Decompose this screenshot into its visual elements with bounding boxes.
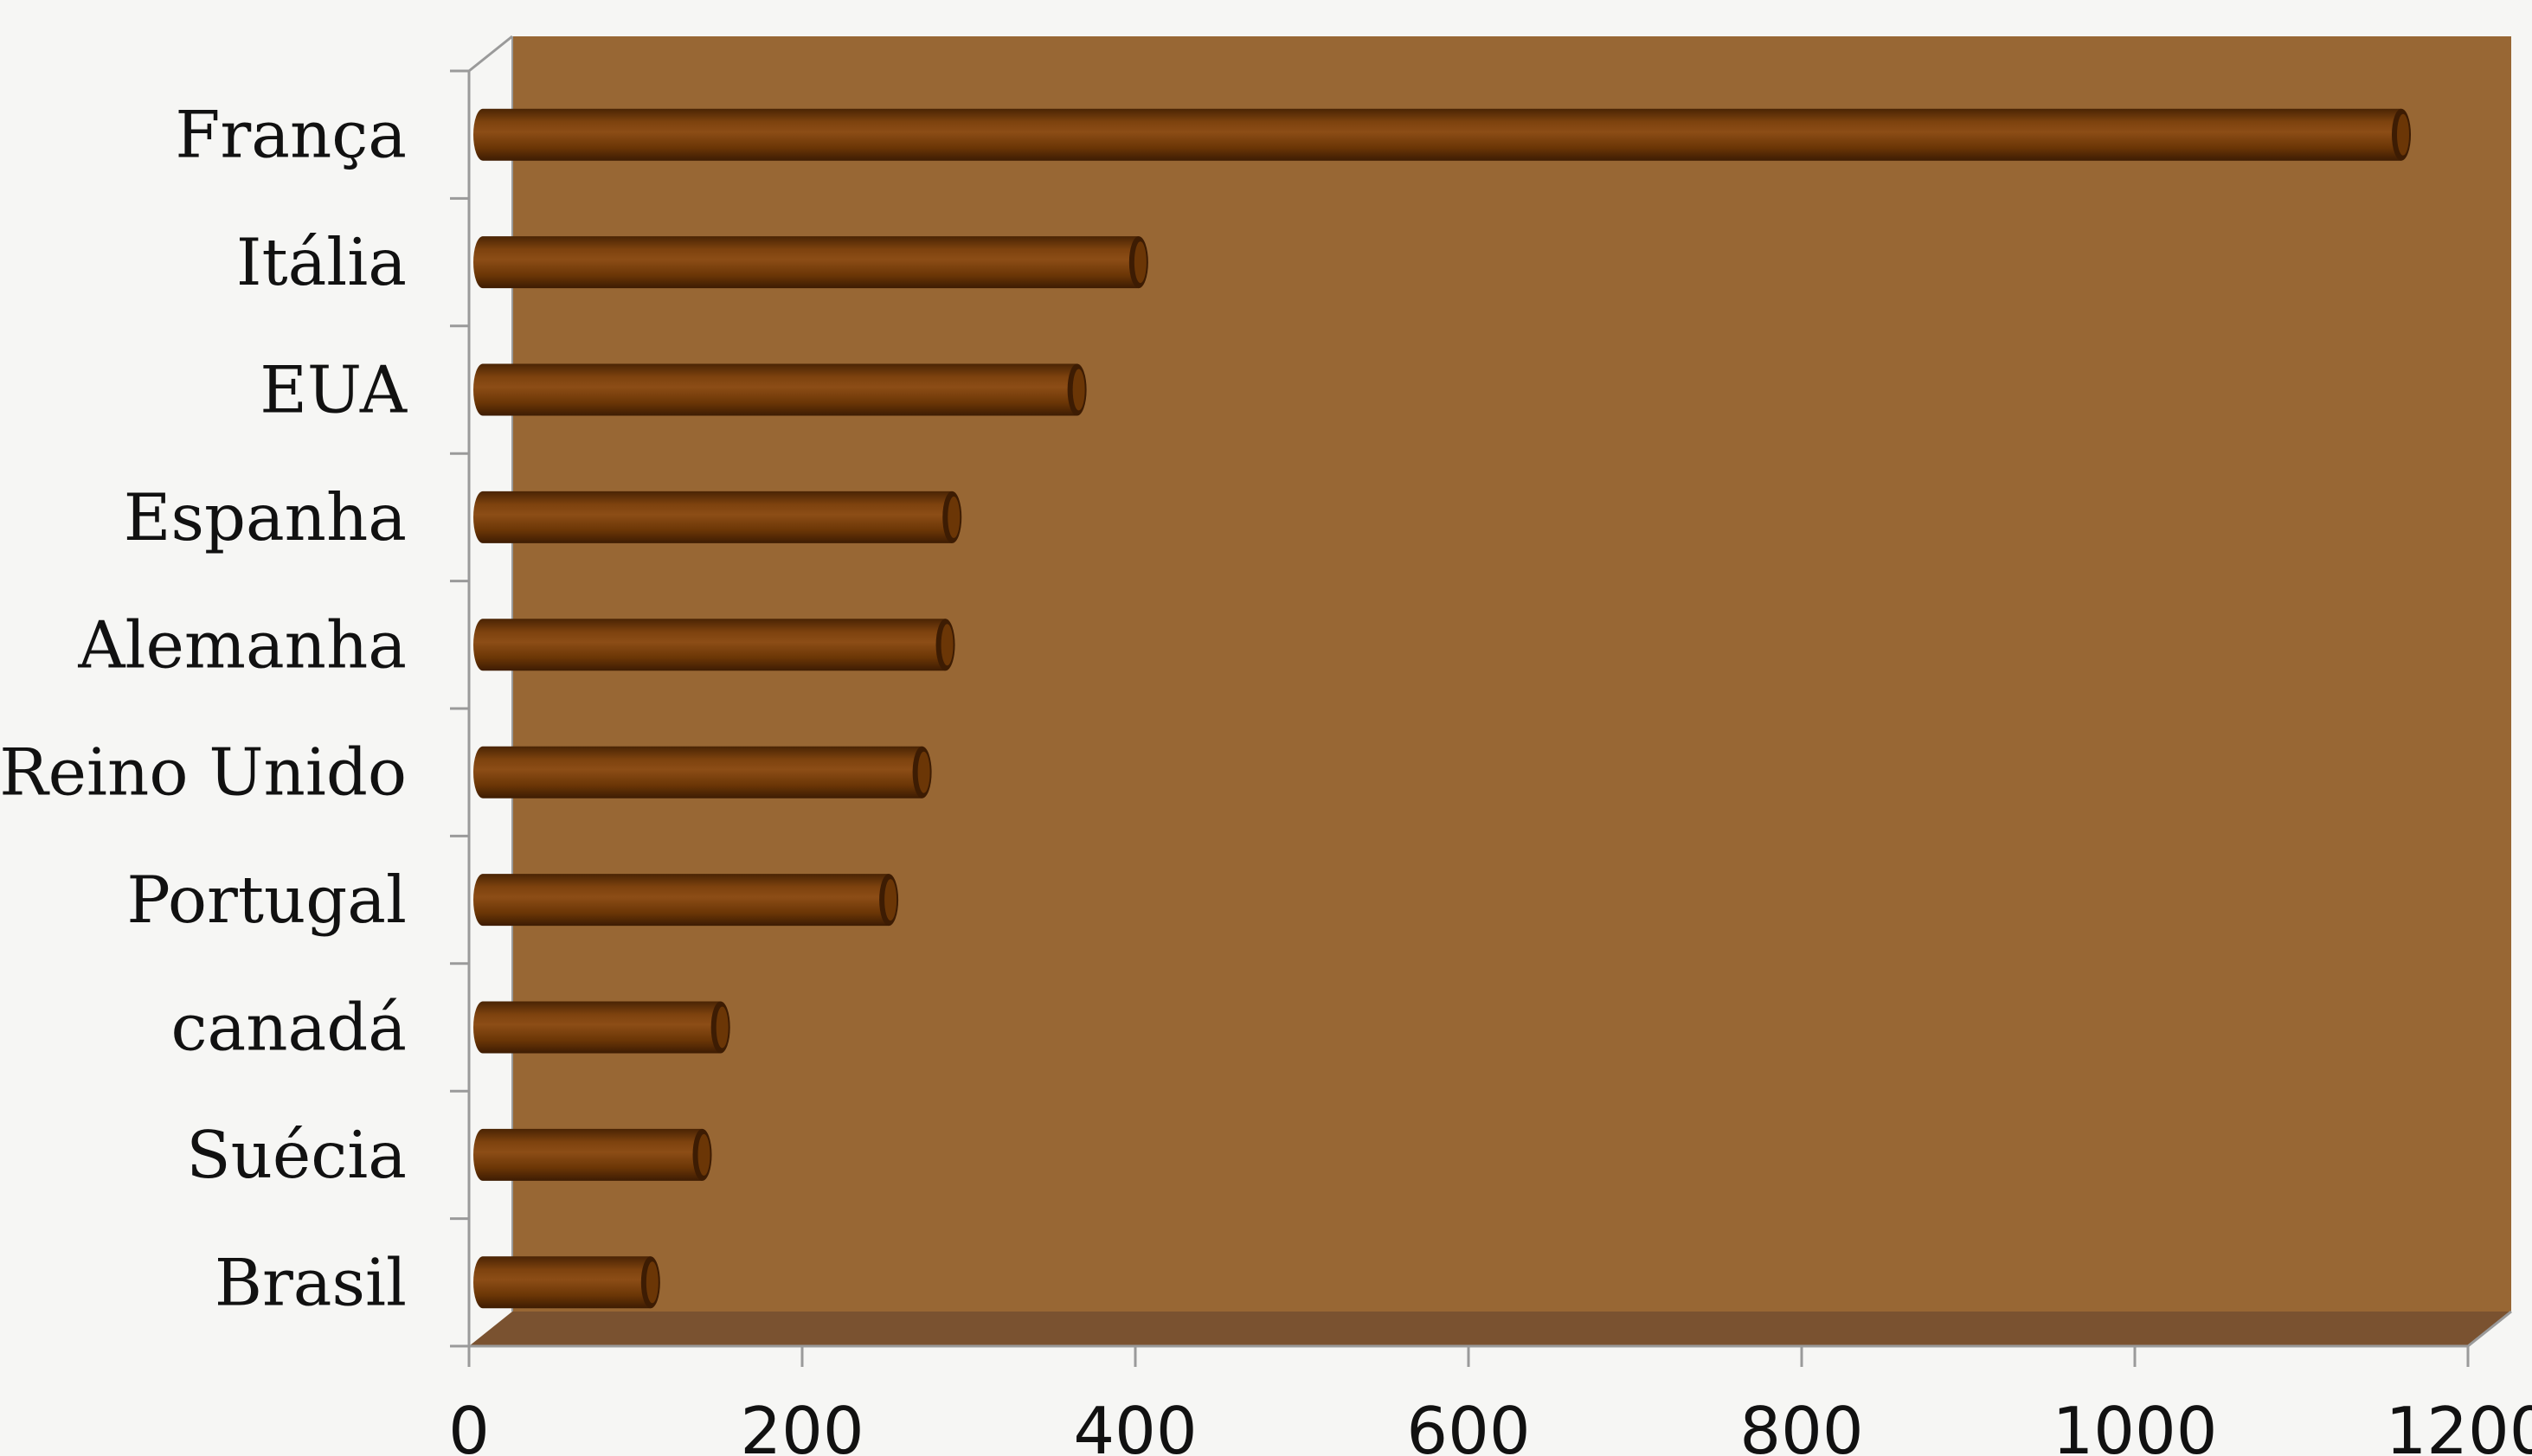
bar-body — [473, 874, 890, 927]
x-tick-label: 200 — [740, 1393, 864, 1456]
floor-right-edge — [2467, 1310, 2512, 1348]
category-label: Suécia — [186, 1117, 407, 1193]
bar — [473, 1256, 660, 1309]
category-label: Alemanha — [77, 606, 407, 683]
bar — [473, 874, 899, 927]
category-label: Portugal — [126, 862, 407, 938]
x-tick-label: 0 — [448, 1393, 490, 1456]
category-label: Espanha — [124, 479, 407, 555]
category-label: França — [175, 97, 407, 173]
plot-floor — [469, 1312, 2511, 1346]
bar-body — [473, 363, 1077, 416]
category-label: Brasil — [215, 1244, 407, 1320]
bar-end-cap-inner — [884, 879, 897, 921]
bar-end-cap-inner — [697, 1133, 710, 1176]
bar-end-cap-inner — [917, 751, 930, 793]
plot-back-wall — [512, 36, 2511, 1312]
bar-body — [473, 619, 946, 671]
bar-end-cap-inner — [948, 496, 961, 538]
bar-end-cap-inner — [1072, 369, 1085, 411]
category-label: Itália — [236, 224, 407, 300]
bar-body — [473, 1128, 703, 1181]
bar — [473, 363, 1087, 416]
bar-body — [473, 108, 2402, 161]
bar — [473, 1128, 712, 1181]
bar-end-cap-inner — [646, 1261, 659, 1304]
x-tick-label: 600 — [1406, 1393, 1530, 1456]
bars — [473, 108, 2411, 1309]
bar — [473, 236, 1148, 289]
bar — [473, 746, 932, 799]
bar-body — [473, 491, 953, 543]
axis-depth-edge — [468, 35, 513, 73]
bar-body — [473, 746, 922, 799]
x-tick-label: 400 — [1073, 1393, 1197, 1456]
category-label: EUA — [260, 352, 408, 428]
bar-body — [473, 1256, 651, 1309]
bar — [473, 1001, 730, 1054]
x-tick-label: 1000 — [2053, 1393, 2218, 1456]
category-label: Reino Unido — [0, 734, 407, 811]
plot-area — [469, 36, 2511, 1346]
bar-end-cap-inner — [1134, 241, 1147, 284]
bar — [473, 619, 955, 671]
bar-body — [473, 236, 1139, 289]
x-tick-label: 1200 — [2386, 1393, 2532, 1456]
category-label: canadá — [171, 990, 407, 1066]
bar-end-cap-inner — [716, 1006, 729, 1049]
bar — [473, 491, 962, 543]
labels: 0 200 400 600 800 1000 1200 França Itália EUA Espa… — [0, 97, 2532, 1456]
bar — [473, 108, 2411, 161]
bar-end-cap-inner — [941, 624, 954, 666]
x-tick-label: 800 — [1739, 1393, 1863, 1456]
bar-body — [473, 1001, 721, 1054]
bar-end-cap-inner — [2397, 113, 2409, 156]
